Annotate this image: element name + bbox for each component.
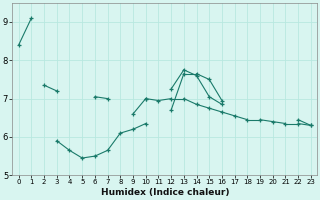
X-axis label: Humidex (Indice chaleur): Humidex (Indice chaleur) xyxy=(100,188,229,197)
